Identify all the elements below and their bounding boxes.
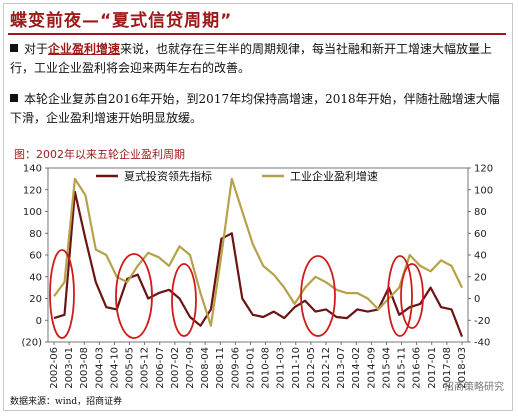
y-left-tick-label: 140 (23, 164, 42, 175)
bullet-1: 对于企业盈利增速来说，也就存在三年半的周期规律，每当社融和新开工增速大幅放量上行… (10, 40, 505, 78)
legend-label: 工业企业盈利增速 (290, 169, 378, 183)
y-right-tick-label: 40 (474, 251, 487, 262)
x-tick-label: 2011-10 (291, 347, 302, 389)
x-tick-label: 2008-11 (215, 347, 226, 389)
data-source: 数据来源：wind，招商证券 (10, 397, 123, 407)
y-right-tick-label: -40 (474, 338, 490, 349)
y-left-tick-label: 120 (23, 185, 42, 196)
y-right-tick-label: 20 (474, 272, 487, 283)
highlight-ellipse (300, 255, 336, 337)
page-title: 蝶变前夜—“夏式信贷周期” (10, 11, 233, 31)
bullet-2: 本轮企业复苏自2016年开始，到2017年均保持高增速，2018年开始，伴随社融… (10, 90, 505, 128)
bullet-1-pre: 对于 (24, 42, 49, 56)
x-tick-label: 2009-06 (230, 347, 241, 389)
y-left-tick-label: 80 (29, 229, 42, 240)
y-right-tick-label: 80 (474, 207, 487, 218)
figure-label: 图：2002年以来五轮企业盈利周期 (14, 148, 185, 161)
y-right-tick-label: 60 (474, 229, 487, 240)
bullet-square-icon (10, 44, 18, 52)
highlight-ellipse (115, 253, 153, 339)
bullet-1-post: 来说，也就存在三年半的周期规律，每当社融和新开工增速大幅放量上行，工业企业盈利将… (10, 42, 493, 75)
x-tick-label: 2003-01 (64, 347, 75, 389)
y-left-tick-label: 60 (29, 251, 42, 262)
x-tick-label: 2017-01 (427, 347, 438, 389)
bullet-1-emphasis: 企业盈利增速 (48, 42, 121, 56)
highlight-ellipse (49, 249, 75, 339)
x-tick-label: 2008-04 (200, 347, 211, 389)
y-left-tick-label: 40 (29, 272, 42, 283)
highlight-ellipse (400, 263, 424, 329)
highlight-ellipse (387, 255, 413, 337)
x-tick-label: 2005-05 (125, 347, 136, 389)
x-tick-label: 2010-08 (261, 347, 272, 389)
x-tick-label: 2014-02 (351, 347, 362, 389)
x-tick-label: 2014-09 (366, 347, 377, 389)
bullet-square-icon (10, 94, 18, 102)
legend-label: 夏式投资领先指标 (124, 169, 212, 183)
x-tick-label: 2017-08 (442, 347, 453, 389)
series-lead-line (53, 190, 464, 337)
x-tick-label: 2012-12 (321, 347, 332, 389)
x-tick-label: 2004-10 (109, 347, 120, 389)
y-right-tick-label: -20 (474, 316, 490, 327)
x-tick-label: 2007-02 (170, 347, 181, 389)
y-left-tick-label: (20) (21, 338, 42, 349)
x-tick-label: 2018-03 (457, 347, 468, 389)
x-tick-label: 2002-06 (49, 347, 60, 389)
bullet-2-text: 本轮企业复苏自2016年开始，到2017年均保持高增速，2018年开始，伴随社融… (10, 92, 500, 125)
y-left-tick-label: 100 (23, 207, 42, 218)
y-left-tick-label: 0 (36, 316, 42, 327)
series-profit-line (53, 177, 463, 327)
title-divider (8, 33, 506, 35)
watermark: 招商策略研究 (444, 382, 504, 393)
x-tick-label: 2007-09 (185, 347, 196, 389)
x-tick-label: 2003-08 (79, 347, 90, 389)
x-tick-label: 2012-05 (306, 347, 317, 389)
x-tick-label: 2015-04 (381, 347, 392, 389)
y-right-tick-label: 120 (474, 164, 493, 175)
x-tick-label: 2005-12 (140, 347, 151, 389)
x-tick-label: 2016-06 (412, 347, 423, 389)
x-tick-label: 2004-03 (94, 347, 105, 389)
y-right-tick-label: 0 (474, 294, 480, 305)
y-left-tick-label: 20 (29, 294, 42, 305)
x-tick-label: 2006-07 (155, 347, 166, 389)
x-tick-label: 2011-03 (276, 347, 287, 389)
y-right-tick-label: 100 (474, 185, 493, 196)
highlight-ellipse (171, 263, 197, 337)
x-tick-label: 2015-11 (397, 347, 408, 389)
x-tick-label: 2013-07 (336, 347, 347, 389)
x-tick-label: 2010-01 (245, 347, 256, 389)
